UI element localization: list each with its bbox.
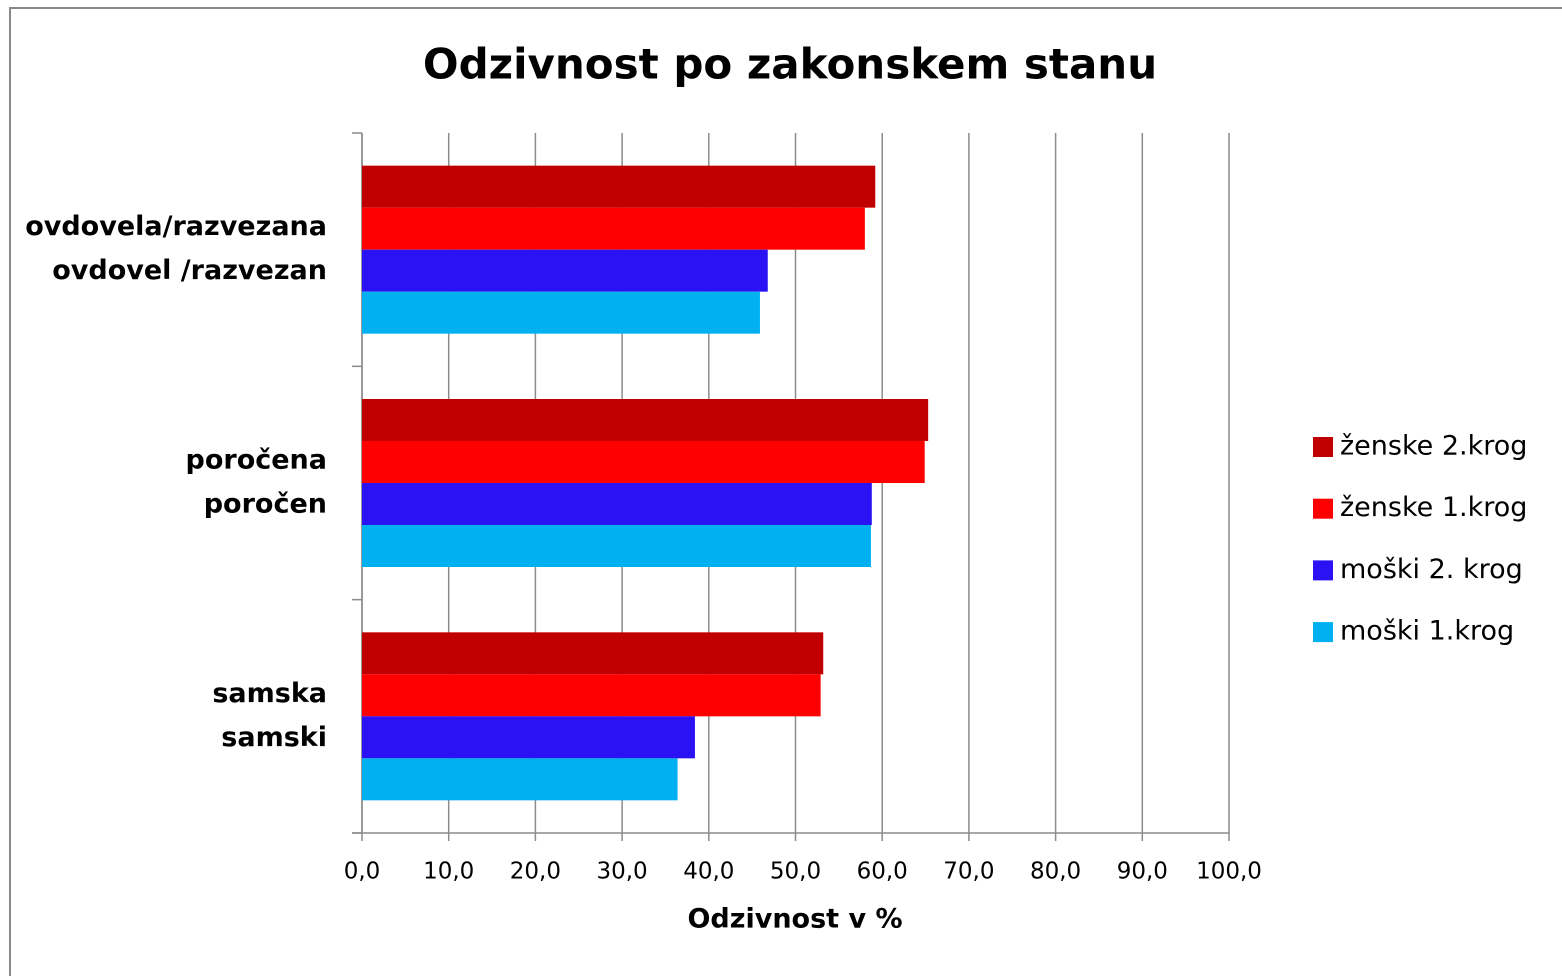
x-axis-label: Odzivnost v % bbox=[687, 904, 902, 935]
legend-label: moški 2. krog bbox=[1340, 554, 1523, 585]
x-tick-label: 100,0 bbox=[1196, 859, 1262, 885]
legend-label: ženske 1.krog bbox=[1340, 492, 1527, 523]
bar bbox=[362, 674, 821, 717]
legend-label: moški 1.krog bbox=[1340, 616, 1514, 647]
y-tick-label: samski bbox=[221, 722, 327, 753]
bar bbox=[362, 399, 929, 441]
legend-swatch bbox=[1313, 437, 1333, 457]
bar bbox=[362, 716, 695, 759]
x-tick-label: 50,0 bbox=[770, 859, 821, 885]
y-tick-label: poročena bbox=[186, 445, 328, 476]
bar bbox=[362, 483, 872, 525]
bar bbox=[362, 249, 768, 292]
legend-swatch bbox=[1313, 622, 1333, 643]
x-tick-label: 20,0 bbox=[510, 859, 561, 885]
bar bbox=[362, 525, 871, 567]
x-tick-label: 0,0 bbox=[344, 859, 381, 885]
x-tick-label: 80,0 bbox=[1030, 859, 1081, 885]
legend-swatch bbox=[1313, 560, 1333, 581]
x-tick-label: 40,0 bbox=[683, 859, 734, 885]
bar bbox=[362, 291, 760, 334]
bar bbox=[362, 632, 824, 675]
y-tick-label: poročen bbox=[204, 489, 327, 520]
legend-label: ženske 2.krog bbox=[1340, 431, 1527, 462]
y-tick-label: ovdovel /razvezan bbox=[52, 255, 327, 286]
x-tick-label: 90,0 bbox=[1117, 859, 1168, 885]
x-tick-label: 30,0 bbox=[596, 859, 647, 885]
y-tick-label: ovdovela/razvezana bbox=[25, 211, 327, 242]
x-tick-label: 10,0 bbox=[423, 859, 474, 885]
legend-swatch bbox=[1313, 498, 1333, 519]
x-tick-label: 60,0 bbox=[857, 859, 908, 885]
bar bbox=[362, 165, 876, 208]
bar bbox=[362, 758, 678, 801]
bar bbox=[362, 441, 925, 483]
chart-title: Odzivnost po zakonskem stanu bbox=[423, 40, 1157, 89]
bar bbox=[362, 207, 865, 250]
y-tick-label: samska bbox=[212, 678, 327, 709]
x-tick-label: 70,0 bbox=[943, 859, 994, 885]
